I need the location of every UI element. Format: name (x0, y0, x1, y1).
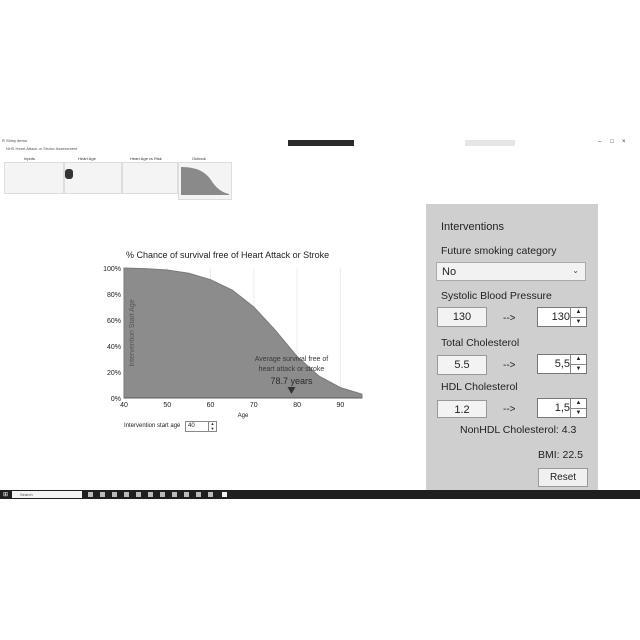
app-icon[interactable] (160, 492, 165, 497)
sbp-target-value: 130 (551, 311, 570, 323)
app-icon[interactable] (112, 492, 117, 497)
annotation-line2: heart attack or stroke (259, 366, 325, 373)
tab-inputs[interactable]: Inputs (24, 156, 35, 161)
thumbnail-inputs[interactable] (4, 162, 64, 194)
sbp-spinner-icon[interactable]: ▲ ▼ (570, 308, 586, 326)
thumbnail-outlook[interactable] (178, 162, 232, 200)
survival-chart: 0% 20% 40% 60% 80% 100% 40 50 60 70 80 90 Age Interve… (103, 266, 363, 419)
y-tick-label: 80% (107, 292, 121, 299)
chol-target-value: 5,5 (554, 358, 570, 370)
bmi-readout: BMI: 22.5 (538, 449, 583, 461)
hdl-target-value: 1,5 (554, 402, 570, 414)
sbp-label: Systolic Blood Pressure (441, 290, 552, 302)
app-icon[interactable] (184, 492, 189, 497)
thumbnail-heart-age-risk[interactable] (122, 162, 178, 194)
survival-area (123, 267, 363, 399)
maximize-button[interactable]: □ (610, 139, 614, 145)
app-icon[interactable] (124, 492, 129, 497)
annotation-line1: Average survival free of (255, 356, 328, 363)
sbp-target-input[interactable]: 130 ▲ ▼ (537, 307, 587, 327)
tab-outlook[interactable]: Outlook (192, 156, 206, 161)
app-icon[interactable] (148, 492, 153, 497)
tab-heart-age[interactable]: Heart Age (78, 156, 96, 161)
x-tick-label: 70 (250, 402, 258, 409)
hdl-current: 1.2 (437, 400, 487, 418)
nonhdl-readout: NonHDL Cholesterol: 4.3 (460, 424, 577, 436)
app-icon[interactable] (136, 492, 141, 497)
intervention-age-value: 40 (188, 423, 195, 429)
app-icon[interactable] (100, 492, 105, 497)
y-tick-label: 40% (107, 344, 121, 351)
hdl-target-input[interactable]: 1,5 ▲ ▼ (537, 398, 587, 418)
hdl-label: HDL Cholesterol (441, 381, 518, 393)
thumbnail-heart-age[interactable] (64, 162, 122, 194)
start-icon[interactable]: ⊞ (3, 492, 9, 498)
window-subtitle: NHS Heart Attack or Stroke Assessment (6, 146, 78, 151)
browser-toolbar (288, 140, 354, 146)
y-tick-label: 60% (107, 318, 121, 325)
smoking-select[interactable]: No ⌄ (436, 262, 586, 281)
x-tick-label: 80 (293, 402, 301, 409)
app-icon[interactable] (196, 492, 201, 497)
app-icon[interactable] (222, 492, 227, 497)
age-spinner-icon[interactable]: ▲ ▼ (208, 421, 216, 431)
intervention-age-label: Intervention start age (124, 423, 181, 429)
sbp-current: 130 (437, 307, 487, 327)
chol-current: 5.5 (437, 355, 487, 375)
y-axis-label: Intervention Start Age (129, 299, 136, 366)
y-tick-label: 100% (103, 266, 121, 273)
x-tick-label: 60 (207, 402, 215, 409)
panel-title: Interventions (441, 221, 504, 233)
annotation-marker-icon (287, 387, 296, 394)
minimize-button[interactable]: – (598, 139, 602, 145)
window-title: R Shiny demo (2, 138, 28, 143)
annotation-value: 78.7 years (270, 376, 313, 386)
chol-spinner-icon[interactable]: ▲ ▼ (570, 355, 586, 373)
browser-addressbar[interactable] (465, 140, 515, 146)
app-icon[interactable] (208, 492, 213, 497)
app-icon[interactable] (172, 492, 177, 497)
reset-button[interactable]: Reset (538, 468, 588, 487)
chart-title: % Chance of survival free of Heart Attac… (126, 250, 330, 260)
close-button[interactable]: × (622, 139, 626, 145)
taskbar-search[interactable]: Search (12, 491, 82, 498)
x-axis-label: Age (238, 413, 249, 419)
intervention-age-input[interactable]: 40 ▲ ▼ (185, 421, 217, 432)
y-tick-label: 0% (111, 396, 121, 403)
x-tick-label: 50 (163, 402, 171, 409)
taskview-icon[interactable] (88, 492, 93, 497)
hdl-arrow: --> (503, 404, 516, 415)
tab-heart-age-risk[interactable]: Heart Age vs Risk (130, 156, 162, 161)
smoking-value: No (442, 266, 457, 278)
chol-target-input[interactable]: 5,5 ▲ ▼ (537, 354, 587, 374)
smoking-label: Future smoking category (441, 245, 557, 257)
x-tick-label: 40 (120, 402, 128, 409)
chol-arrow: --> (503, 360, 516, 371)
interventions-panel (426, 204, 598, 492)
x-tick-label: 90 (336, 402, 344, 409)
chol-label: Total Cholesterol (441, 337, 520, 349)
chevron-down-icon: ⌄ (572, 266, 579, 275)
taskbar (0, 490, 640, 499)
y-tick-label: 20% (107, 370, 121, 377)
sbp-arrow: --> (503, 313, 516, 324)
hdl-spinner-icon[interactable]: ▲ ▼ (570, 399, 586, 417)
